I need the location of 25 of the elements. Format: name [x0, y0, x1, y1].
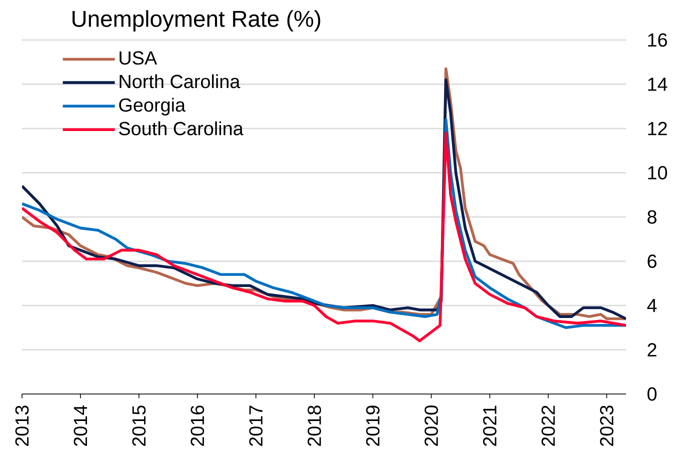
- x-tick-label: 2023: [600, 406, 614, 446]
- y-tick-label: 4: [647, 298, 657, 312]
- y-tick-label: 0: [647, 387, 657, 401]
- x-tick-label: 2019: [366, 406, 380, 446]
- x-tick-label: 2022: [542, 406, 555, 446]
- legend-label: Georgia: [119, 98, 186, 116]
- x-tick-label: 2021: [483, 406, 496, 446]
- y-tick-label: 10: [648, 166, 668, 180]
- x-tick-label: 2014: [74, 405, 88, 446]
- x-tick-label: 2017: [249, 406, 263, 446]
- x-tick-label: 2020: [424, 406, 438, 446]
- legend-label: North Carolina: [120, 74, 240, 88]
- chart-title: Unemployment Rate (%): [72, 10, 320, 32]
- y-tick-label: 12: [648, 122, 667, 136]
- y-tick-label: 8: [648, 210, 656, 224]
- y-tick-label: 14: [648, 78, 668, 91]
- x-tick-label: 2013: [15, 406, 29, 446]
- x-tick-label: 2018: [308, 406, 322, 446]
- legend-label: USA: [120, 51, 158, 65]
- x-tick-label: 2015: [132, 406, 146, 446]
- legend-label: South Carolina: [119, 121, 244, 136]
- y-tick-label: 6: [648, 254, 656, 268]
- y-tick-label: 2: [648, 343, 656, 356]
- y-tick-label: 16: [648, 33, 667, 47]
- x-tick-label: 2016: [190, 406, 204, 446]
